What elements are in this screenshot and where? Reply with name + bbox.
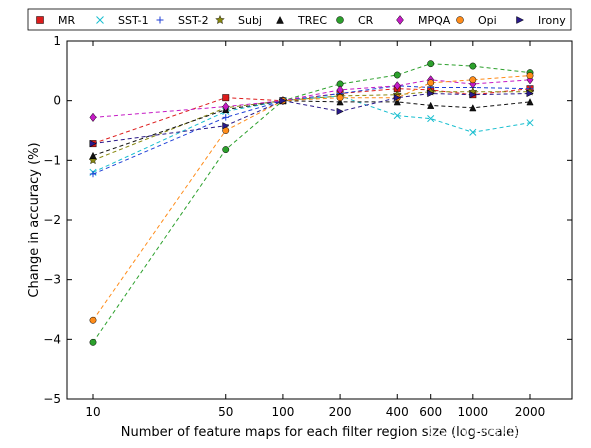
data-point-trec: [469, 104, 477, 112]
series-line-irony: [92, 92, 531, 145]
data-point-irony: [469, 91, 477, 99]
legend-item-sst-2: SST-2: [156, 14, 209, 27]
data-point-opi: [427, 79, 435, 87]
series-layer: [88, 60, 535, 346]
data-point-trec: [526, 98, 534, 106]
data-point-irony: [526, 89, 534, 98]
data-point-irony: [336, 107, 344, 116]
legend-label-sst-2: SST-2: [178, 14, 209, 27]
x-tick-label: 100: [271, 405, 294, 419]
data-point-irony: [427, 89, 435, 98]
y-tick-label: −3: [43, 273, 61, 287]
legend-item-sst-1: SST-1: [96, 14, 149, 27]
data-point-sst-2: [222, 114, 229, 121]
data-point-irony: [393, 94, 402, 102]
legend-marker-mr: [36, 16, 44, 24]
data-point-irony: [279, 97, 287, 105]
data-point-cr: [393, 71, 401, 79]
y-axis-label: Change in accuracy (%): [27, 142, 42, 297]
legend: MR SST-1 SST-2 Subj TREC CR MPQA Opi Irony: [27, 8, 572, 31]
data-point-trec: [336, 98, 344, 106]
legend-marker-trec: [276, 15, 284, 24]
y-tick-label: −1: [43, 153, 61, 167]
legend-marker-irony: [516, 16, 525, 24]
legend-marker-cr: [336, 16, 344, 24]
data-point-mpqa: [336, 85, 344, 95]
x-tick-label: 400: [386, 405, 409, 419]
x-tick-label: 2000: [515, 405, 546, 419]
legend-label-mpqa: MPQA: [418, 14, 451, 27]
data-point-opi: [336, 94, 344, 102]
legend-label-mr: MR: [58, 14, 75, 27]
legend-label-opi: Opi: [478, 14, 497, 27]
y-tick-label: 1: [53, 34, 61, 48]
data-point-opi: [89, 316, 97, 324]
legend-marker-subj: [215, 14, 225, 25]
x-tick-label: 50: [218, 405, 233, 419]
legend-label-subj: Subj: [238, 14, 262, 27]
data-point-irony: [89, 140, 97, 148]
legend-marker-sst-2: [156, 16, 164, 24]
data-point-cr: [89, 338, 97, 346]
legend-item-mr: MR: [36, 14, 75, 27]
data-point-opi: [469, 76, 477, 84]
x-axis: 10 50 100 200 400 600 1000 2000: [85, 41, 545, 419]
data-point-opi: [526, 72, 534, 80]
y-tick-label: −4: [43, 332, 61, 346]
legend-marker-mpqa: [396, 15, 404, 25]
y-tick-label: 0: [53, 94, 61, 108]
series-line-sst-1: [92, 95, 531, 173]
legend-item-irony: Irony: [516, 14, 566, 27]
data-point-sst-2: [89, 170, 97, 178]
data-point-trec: [427, 101, 435, 109]
series-line-sst-2: [92, 85, 531, 175]
data-point-sst-1: [427, 115, 435, 123]
series-line-opi: [92, 75, 531, 321]
x-tick-label: 600: [419, 405, 442, 419]
legend-item-cr: CR: [336, 14, 374, 27]
series-line-mr: [92, 88, 531, 145]
legend-item-trec: TREC: [276, 14, 327, 27]
data-point-cr: [222, 146, 230, 154]
legend-label-trec: TREC: [297, 14, 327, 27]
data-point-sst-1: [526, 119, 534, 127]
data-point-irony: [222, 122, 230, 130]
y-axis: 1 0 −1 −2 −3 −4 −5: [43, 34, 572, 406]
legend-item-opi: Opi: [456, 14, 497, 27]
x-tick-label: 10: [85, 405, 100, 419]
legend-frame: [27, 8, 572, 31]
x-tick-label: 1000: [458, 405, 489, 419]
legend-marker-opi: [456, 16, 464, 24]
legend-item-subj: Subj: [215, 14, 262, 27]
legend-label-sst-1: SST-1: [118, 14, 149, 27]
legend-label-cr: CR: [358, 14, 374, 27]
series-line-mpqa: [92, 79, 531, 118]
legend-marker-sst-1: [96, 16, 104, 24]
legend-item-mpqa: MPQA: [396, 14, 451, 27]
data-point-sst-1: [469, 128, 477, 136]
x-tick-label: 200: [329, 405, 352, 419]
y-tick-label: −5: [43, 392, 61, 406]
series-line-cr: [92, 63, 531, 343]
data-point-cr: [469, 62, 477, 70]
data-point-cr: [427, 60, 435, 68]
series-irony: [89, 89, 534, 148]
watermark-text: CSDN @青灯剑客: [428, 423, 542, 440]
data-point-mpqa: [89, 112, 97, 122]
data-point-mr: [222, 94, 230, 102]
x-axis-label: Number of feature maps for each filter r…: [121, 425, 519, 440]
data-point-trec: [393, 98, 401, 106]
data-point-sst-1: [393, 112, 401, 120]
data-point-mpqa: [222, 102, 230, 112]
y-tick-label: −2: [43, 213, 61, 227]
legend-label-irony: Irony: [538, 14, 566, 27]
data-point-mpqa: [393, 81, 401, 91]
series-line-trec: [92, 100, 531, 157]
data-point-trec: [89, 151, 97, 160]
